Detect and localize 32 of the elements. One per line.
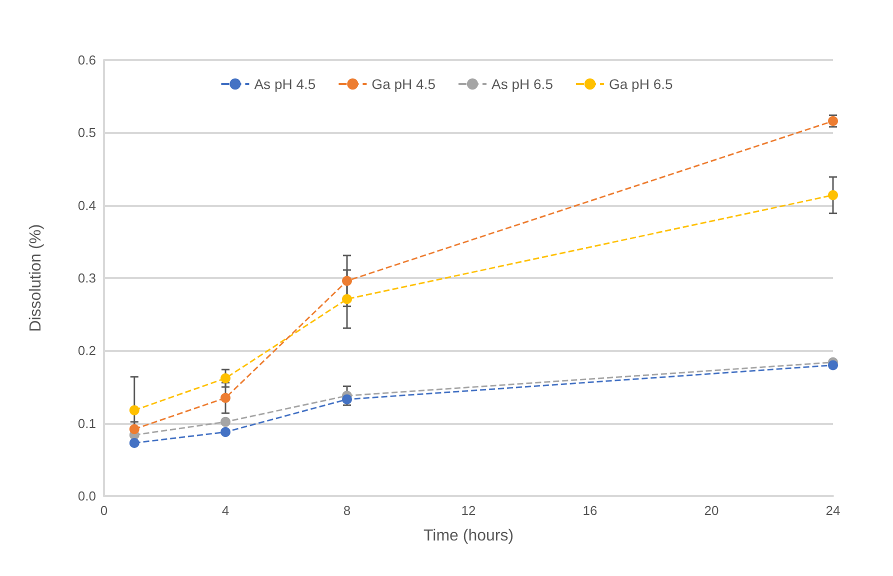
x-tick-label: 8 bbox=[343, 503, 351, 518]
x-axis-title: Time (hours) bbox=[423, 528, 514, 544]
x-tick-label: 24 bbox=[826, 503, 840, 518]
point bbox=[220, 392, 230, 403]
point bbox=[220, 416, 230, 427]
point bbox=[342, 294, 352, 304]
point bbox=[828, 190, 838, 200]
point bbox=[220, 427, 230, 438]
x-tick-label: 16 bbox=[582, 503, 598, 518]
y-tick-label: 0.2 bbox=[78, 343, 96, 358]
point bbox=[828, 360, 838, 370]
point bbox=[129, 405, 140, 416]
x-tick-label: 12 bbox=[461, 503, 476, 518]
y-tick-label: 0.6 bbox=[78, 52, 96, 68]
point bbox=[342, 394, 352, 404]
point bbox=[129, 424, 140, 434]
legend-label: Ga pH 4.5 bbox=[372, 76, 436, 92]
y-tick-label: 0.5 bbox=[78, 125, 96, 140]
y-tick-label: 0.1 bbox=[78, 416, 96, 431]
y-tick-label: 0.3 bbox=[78, 270, 96, 286]
point bbox=[220, 373, 230, 384]
y-tick-label: 0.4 bbox=[78, 198, 96, 213]
y-tick-label: 0.0 bbox=[78, 488, 96, 504]
legend-label: As pH 4.5 bbox=[254, 76, 316, 92]
legend-label: As pH 6.5 bbox=[492, 76, 554, 92]
legend-label: Ga pH 6.5 bbox=[608, 76, 674, 92]
x-tick-label: 0 bbox=[100, 503, 108, 518]
x-tick-label: 20 bbox=[704, 503, 719, 518]
x-tick-label: 4 bbox=[222, 503, 230, 518]
point bbox=[129, 438, 140, 448]
point bbox=[342, 276, 352, 286]
y-axis-title: Dissolution (%) bbox=[28, 224, 44, 332]
